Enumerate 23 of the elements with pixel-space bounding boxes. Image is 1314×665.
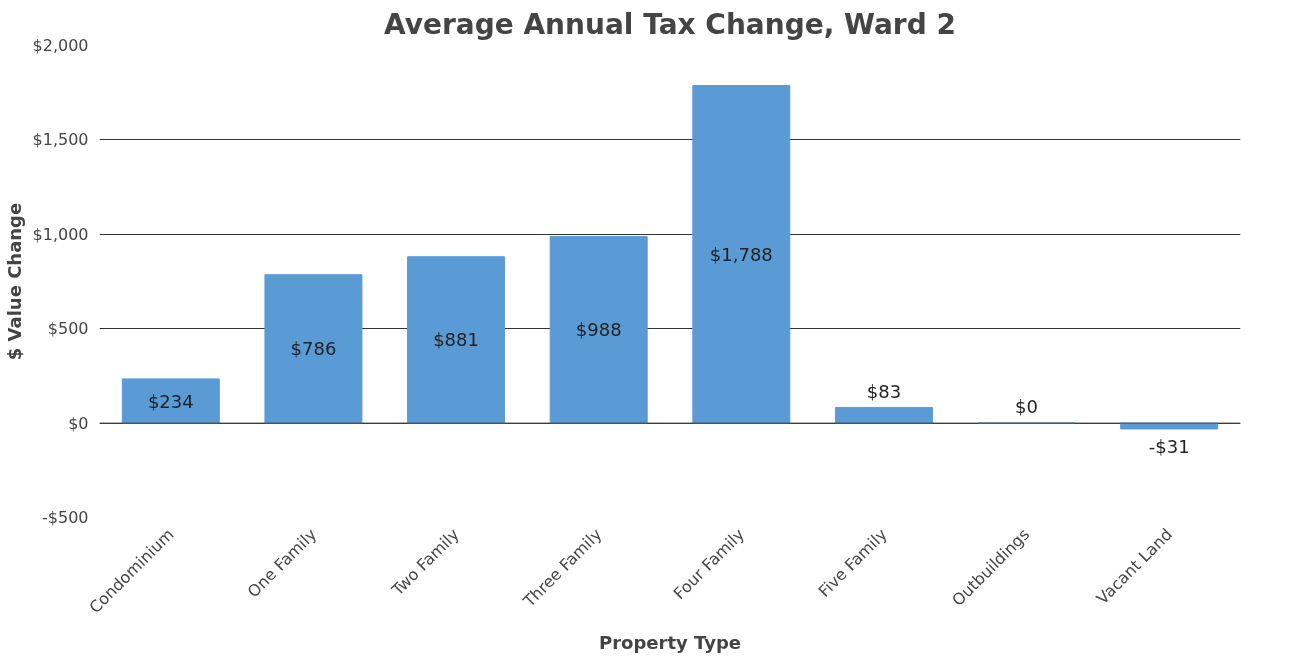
- data-label: $1,788: [709, 243, 773, 265]
- bar: [834, 406, 933, 424]
- y-tick-label: $1,000: [32, 224, 89, 244]
- bar: [692, 85, 791, 424]
- data-label: $234: [147, 390, 194, 412]
- y-tick-label: $0: [68, 413, 89, 433]
- data-label: $881: [433, 329, 479, 351]
- data-label: $83: [866, 380, 902, 402]
- y-tick-label: $1,500: [32, 130, 89, 150]
- x-axis-title: Property Type: [599, 631, 741, 653]
- bar: [407, 256, 506, 424]
- data-label: $988: [575, 319, 622, 341]
- y-tick-label: $2,000: [32, 36, 89, 55]
- data-label: -$31: [1148, 436, 1190, 458]
- data-label: $0: [1015, 396, 1039, 418]
- y-axis-title: $ Value Change: [3, 202, 25, 361]
- bar: [121, 378, 220, 424]
- chart-title: Average Annual Tax Change, Ward 2: [384, 7, 956, 41]
- y-tick-label: $500: [47, 319, 89, 339]
- bar: [549, 236, 648, 424]
- bar: [264, 274, 363, 424]
- y-tick-label: -$500: [42, 508, 89, 527]
- data-label: $786: [290, 338, 337, 360]
